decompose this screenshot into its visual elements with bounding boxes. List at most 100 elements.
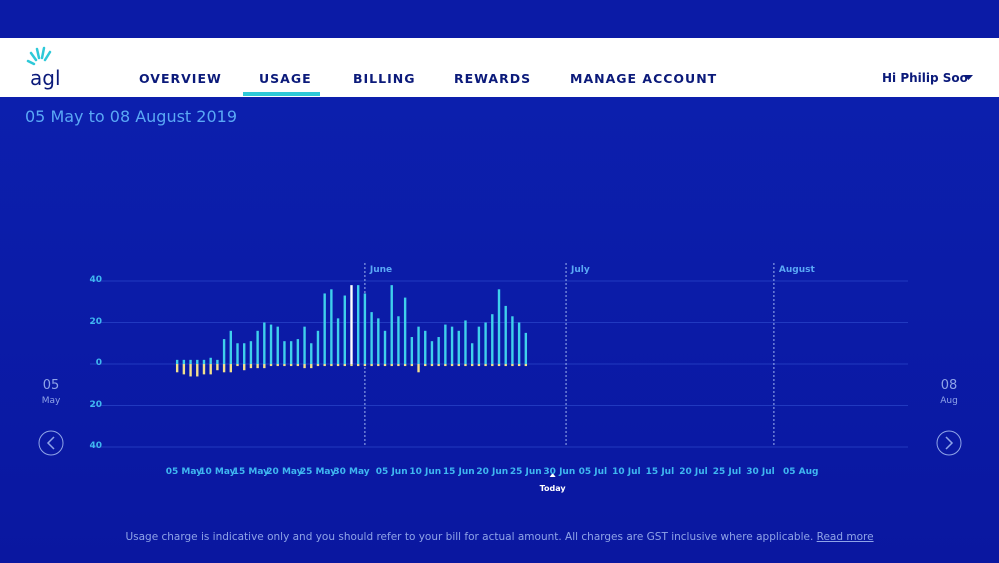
bar [457, 330, 460, 364]
bar [216, 359, 219, 364]
bar [249, 341, 253, 364]
x-tick-label: 05 Jun [375, 467, 408, 477]
bar [370, 364, 373, 367]
bar [182, 364, 186, 375]
bar [410, 337, 414, 364]
bar [283, 341, 286, 364]
month-label: August [779, 265, 816, 275]
next-button[interactable] [936, 430, 962, 456]
bar [477, 364, 481, 367]
bar [356, 364, 360, 367]
bar [216, 364, 219, 371]
bar [477, 326, 481, 364]
bar [464, 364, 467, 367]
x-tick-label: 15 May [232, 467, 270, 477]
bar [310, 364, 313, 369]
bar [202, 364, 206, 375]
bar [343, 295, 346, 364]
bar [350, 285, 353, 364]
bar [175, 359, 179, 364]
bar [464, 320, 467, 364]
x-tick-label: 15 Jun [442, 467, 475, 477]
bar [450, 326, 454, 364]
bar [417, 364, 420, 373]
logo[interactable]: agl [30, 66, 61, 90]
user-menu[interactable]: Hi Philip Soo [882, 71, 968, 85]
bar [424, 364, 427, 367]
bar [356, 285, 360, 364]
nav-item[interactable]: MANAGE ACCOUNT [570, 71, 718, 86]
disclaimer: Usage charge is indicative only and you … [125, 531, 814, 543]
bar [316, 364, 320, 367]
bar [289, 341, 293, 364]
bar [470, 343, 474, 364]
x-tick-label: 10 May [199, 467, 236, 477]
bar [196, 364, 199, 377]
bar [524, 332, 528, 364]
nav-item[interactable]: REWARDS [454, 71, 532, 86]
bar [236, 343, 239, 364]
y-tick-label: 40 [89, 441, 102, 451]
bar [182, 359, 186, 364]
bar [330, 289, 333, 364]
bar [444, 364, 447, 367]
bar [450, 364, 454, 367]
bar [269, 324, 273, 364]
today-label: Today [540, 484, 567, 493]
bar [497, 289, 501, 364]
bar [289, 364, 293, 367]
bar [336, 364, 340, 367]
bar [276, 364, 279, 367]
x-tick-label: 30 Jun [543, 467, 576, 477]
bar [202, 359, 206, 364]
bar [323, 293, 326, 364]
x-tick-label: 05 Jul [578, 467, 608, 477]
bar [343, 364, 346, 367]
bar [397, 316, 400, 364]
bar [330, 364, 333, 367]
bar [256, 364, 259, 369]
bar [383, 330, 387, 364]
x-tick-label: 20 Jul [679, 467, 708, 477]
bar [209, 357, 212, 364]
x-tick-label: 10 Jun [409, 467, 442, 477]
logo-rays [26, 46, 52, 66]
bar [249, 364, 253, 369]
bar [417, 326, 420, 364]
nav-item[interactable]: OVERVIEW [139, 71, 222, 86]
nav-item[interactable]: BILLING [353, 71, 416, 86]
bar [316, 330, 320, 364]
bar [222, 364, 226, 373]
y-tick-label: 20 [89, 316, 102, 327]
prev-button[interactable] [38, 430, 64, 456]
bar [403, 297, 407, 364]
bar [424, 330, 427, 364]
x-tick-label: 10 Jul [612, 467, 641, 477]
bar [370, 312, 373, 364]
bar [229, 330, 233, 364]
bar [484, 322, 487, 364]
range-start-day: 05 [42, 378, 60, 393]
bar [256, 330, 259, 364]
caret [964, 75, 973, 80]
bar [229, 364, 233, 373]
bar [303, 326, 306, 364]
x-tick-label: 05 Aug [782, 467, 819, 477]
bar [296, 364, 300, 367]
bar [511, 364, 514, 367]
bar [511, 316, 514, 364]
bar [189, 359, 192, 364]
x-tick-label: 25 Jun [509, 467, 542, 477]
bar [363, 364, 367, 367]
bar [403, 364, 407, 367]
nav-item[interactable]: USAGE [259, 71, 312, 86]
bar [209, 364, 212, 375]
bar [283, 364, 286, 367]
today-marker [549, 473, 556, 477]
bar [497, 364, 501, 367]
read-more-link[interactable]: Read more [816, 531, 874, 543]
y-tick-label: 0 [95, 358, 102, 368]
x-tick-label: 25 May [299, 467, 337, 477]
